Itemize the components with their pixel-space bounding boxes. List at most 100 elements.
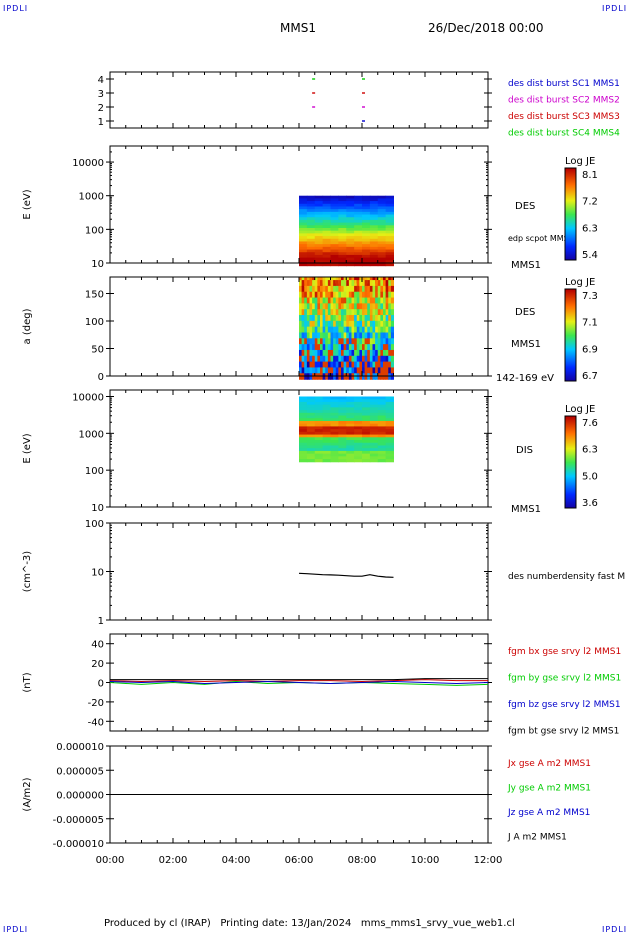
des-pitch-cell — [359, 280, 363, 287]
des-pitch-cell — [304, 309, 308, 316]
des-pitch-cell — [383, 297, 387, 305]
dis_energy-colorbar-cell — [565, 490, 576, 492]
dis-energy-cell — [306, 415, 316, 419]
dis-energy-cell — [314, 401, 324, 406]
bfield-line — [109, 680, 489, 685]
des-pitch-cell — [309, 303, 313, 310]
des-pitch-cell — [327, 309, 331, 316]
dis-energy-cell — [322, 431, 331, 436]
dis-energy-cell — [377, 415, 387, 419]
des_energy-ytick-label: 100 — [85, 225, 104, 236]
time-tick-label: 04:00 — [222, 855, 251, 866]
des_energy-colorbar-cell — [565, 255, 576, 257]
dis_energy-colorbar-cell — [565, 482, 576, 484]
dis-energy-cell — [385, 437, 394, 441]
des-pitch-cell — [346, 303, 350, 310]
des_energy-colorbar-cell — [565, 251, 576, 253]
des-energy-cell — [322, 206, 331, 210]
dis-energy-cell — [377, 426, 387, 430]
des_pitch-colorbar-cell — [565, 292, 576, 294]
des_energy-colorbar-cell — [565, 257, 576, 259]
des-pitch-cell — [383, 367, 387, 374]
dis-energy-cell — [377, 412, 387, 417]
des-pitch-cell — [322, 315, 326, 322]
dis-energy-cell — [338, 429, 347, 433]
des-pitch-cell — [377, 309, 381, 316]
des-pitch-cell — [330, 280, 334, 287]
des-energy-cell — [299, 257, 308, 261]
des-pitch-cell — [343, 349, 347, 357]
des-energy-cell — [369, 238, 379, 242]
dis-energy-cell — [306, 404, 316, 408]
des_pitch-colorbar-cell — [565, 345, 576, 347]
des-energy-cell — [330, 252, 339, 256]
dis_energy-ytick-label: 10000 — [72, 392, 104, 403]
des_energy-colorbar-cell — [565, 248, 576, 250]
des_energy-colorbar-cell — [565, 220, 576, 222]
des-pitch-cell — [322, 320, 326, 328]
dis-energy-cell — [346, 412, 355, 417]
des-pitch-cell — [341, 320, 345, 328]
des-pitch-cell — [309, 320, 313, 328]
density-line — [298, 572, 394, 578]
des-energy-cell — [369, 257, 379, 261]
dis-energy-cell — [385, 450, 394, 455]
des_pitch-ytick-label: 0 — [98, 372, 104, 383]
dis-energy-cell — [322, 434, 331, 438]
des-pitch-cell — [346, 326, 350, 334]
des-pitch-cell — [383, 320, 387, 328]
des-pitch-cell — [388, 285, 392, 293]
des-energy-sc-label: MMS1 — [511, 260, 541, 271]
dis-energy-cell — [354, 418, 363, 422]
dis_energy-ylabel: E (eV) — [22, 433, 33, 463]
dis-energy-cell — [385, 456, 394, 460]
des-pitch-cell — [375, 297, 379, 305]
current-legend-2: Jy gse A m2 MMS1 — [507, 784, 591, 794]
des-energy-cell — [330, 249, 339, 253]
dis-energy-cell — [377, 437, 387, 441]
dis-energy-cell — [338, 453, 347, 457]
des-pitch-cell — [338, 303, 342, 310]
des-pitch-cell — [348, 361, 352, 369]
des-pitch-cell — [301, 344, 305, 351]
des_pitch-colorbar-cell — [565, 332, 576, 334]
dis-energy-cell — [346, 434, 355, 438]
des_pitch-colorbar-tick: 6.9 — [582, 344, 598, 355]
des-pitch-cell — [375, 332, 379, 339]
des-pitch-cell — [372, 309, 376, 316]
des-energy-cell — [346, 222, 355, 226]
des_energy-colorbar-cell — [565, 176, 576, 178]
des-energy-cell — [362, 198, 371, 202]
des-pitch-cell — [341, 361, 345, 369]
des-energy-cell — [322, 241, 331, 245]
des-pitch-cell — [306, 355, 310, 363]
des_energy-colorbar-cell — [565, 239, 576, 241]
des-pitch-cell — [362, 332, 366, 339]
des-energy-cell — [354, 249, 363, 253]
des-pitch-cell — [375, 367, 379, 374]
des-pitch-cell — [341, 309, 345, 316]
des-pitch-cell — [306, 349, 310, 357]
dis_energy-colorbar-tick: 6.3 — [582, 445, 598, 456]
burst-ytick-label: 4 — [98, 75, 104, 86]
des_pitch-colorbar-tick: 6.7 — [582, 371, 598, 382]
des-pitch-cell — [314, 338, 318, 345]
des-energy-cell — [330, 214, 339, 218]
dis-energy-cell — [377, 450, 387, 455]
bfield-ytick-label: 0 — [98, 679, 104, 690]
current-legend-4: J A m2 MMS1 — [507, 833, 567, 843]
des-pitch-cell — [356, 315, 360, 322]
des-energy-cell — [354, 260, 363, 264]
des-energy-cell — [354, 211, 363, 216]
des-energy-cell — [314, 263, 324, 267]
dis_energy-colorbar-cell — [565, 501, 576, 503]
des_pitch-colorbar-cell — [565, 335, 576, 337]
des_pitch-colorbar-cell — [565, 378, 576, 380]
des-pitch-cell — [351, 355, 355, 363]
dis-energy-cell — [322, 396, 331, 400]
dis-energy-cell — [306, 434, 316, 438]
des-pitch-cell — [383, 326, 387, 334]
des-energy-cell — [322, 263, 331, 267]
des_pitch-colorbar-cell — [565, 373, 576, 375]
des-pitch-cell — [383, 355, 387, 363]
